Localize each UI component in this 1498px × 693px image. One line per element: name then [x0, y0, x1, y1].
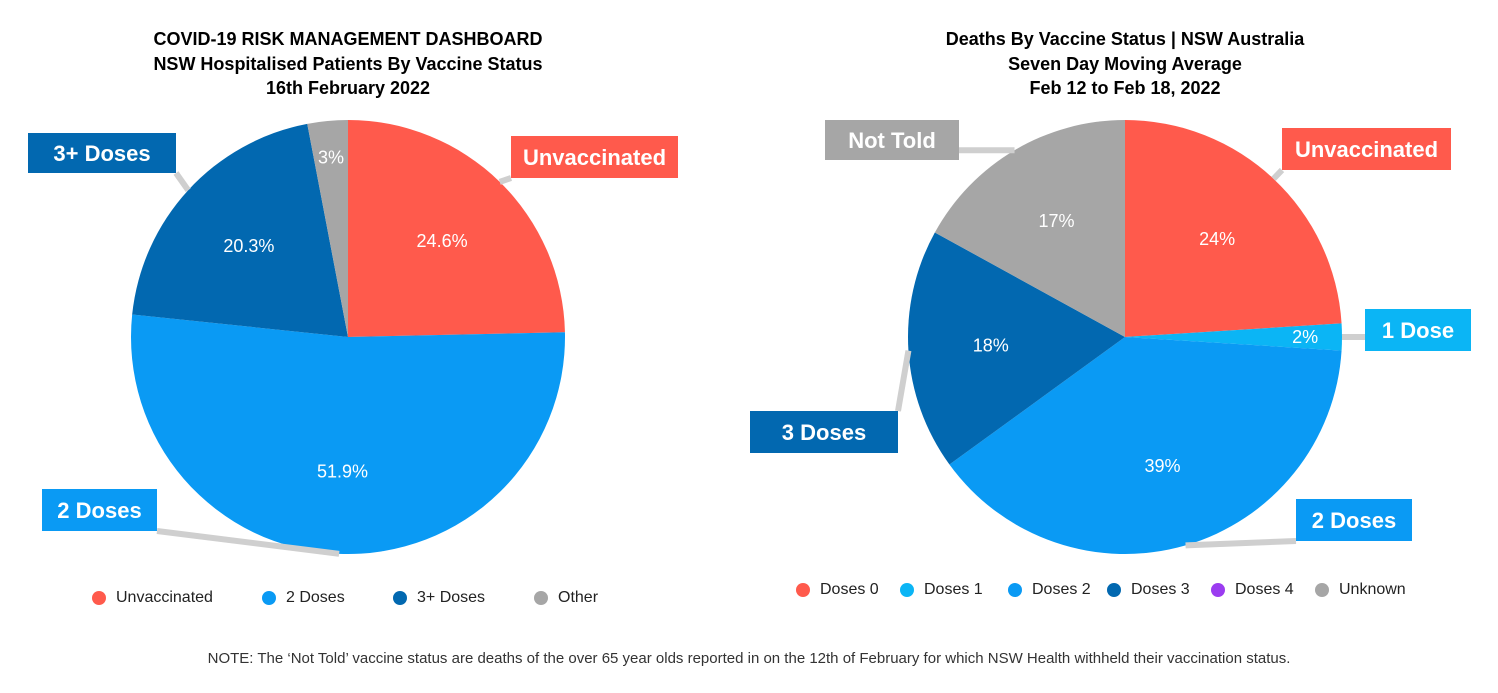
legend-item-3-doses[interactable]: 3+ Doses [393, 589, 485, 607]
legend-label: 3+ Doses [417, 589, 486, 606]
chart-1-title-line: 16th February 2022 [265, 78, 431, 98]
callout-label: Not Told [848, 128, 936, 153]
legend-label: Doses 2 [1032, 581, 1091, 598]
legend-item-unknown[interactable]: Unknown [1315, 581, 1406, 599]
chart-2-title: Deaths By Vaccine Status | NSW Australia… [875, 27, 1375, 101]
legend-marker [1008, 583, 1022, 597]
callout-connector [173, 171, 191, 192]
callout-label: Unvaccinated [1295, 137, 1438, 162]
callout-label: 3 Doses [782, 420, 866, 445]
footnote: NOTE: The ‘Not Told’ vaccine status are … [207, 650, 1291, 667]
callout-label: 1 Dose [1382, 318, 1454, 343]
callout-label: Unvaccinated [523, 145, 666, 170]
pie-slice-doses-0[interactable] [1125, 120, 1342, 337]
callout-box-2-doses [1296, 499, 1412, 541]
legend-item-doses-0[interactable]: Doses 0 [796, 581, 879, 599]
chart-2-title-line: Deaths By Vaccine Status | NSW Australia [945, 29, 1305, 49]
callout-box-not-told [825, 120, 959, 160]
callout-box-2-doses [42, 489, 157, 531]
legend-label: Unknown [1339, 581, 1406, 598]
chart-1-title: COVID-19 RISK MANAGEMENT DASHBOARD NSW H… [98, 27, 598, 101]
legend-marker [1315, 583, 1329, 597]
pie-slice-2-doses[interactable] [130, 314, 565, 555]
legend-label: Doses 3 [1131, 581, 1190, 598]
legend-label: Unvaccinated [116, 589, 213, 606]
pie-slice-other[interactable] [307, 120, 348, 337]
slice-value-label: 17% [1038, 211, 1074, 231]
callout-label: 2 Doses [57, 498, 141, 523]
pie-slice-unvaccinated[interactable] [348, 120, 565, 337]
callout-connector [895, 350, 912, 412]
slice-value-label: 24.6% [417, 231, 468, 251]
legend-marker [92, 591, 106, 605]
slice-value-label: 20.3% [223, 236, 274, 256]
legend-marker [1211, 583, 1225, 597]
callout-label: 3+ Doses [53, 141, 150, 166]
legend-label: Other [558, 589, 599, 606]
callout-box-unvaccinated [1282, 128, 1451, 170]
pie-slice-doses-3[interactable] [908, 232, 1125, 465]
legend-marker [262, 591, 276, 605]
legend-label: 2 Doses [286, 589, 345, 606]
callout-box-1-dose [1365, 309, 1471, 351]
callout-connector [156, 528, 340, 557]
pie-chart-2: 24% 2% 39% 18% 17% Unvaccinated 1 Dose 2 Doses 3… [750, 120, 1471, 554]
slice-value-label: 18% [973, 335, 1009, 355]
chart-2-title-line: Seven Day Moving Average [1008, 53, 1242, 74]
legend-label: Doses 4 [1235, 581, 1294, 598]
callout-label: 2 Doses [1312, 508, 1396, 533]
callout-box-unvaccinated [511, 136, 678, 178]
chart-2-title-line: Feb 12 to Feb 18, 2022 [1029, 78, 1221, 98]
pie-slice-doses-1[interactable] [1125, 323, 1343, 351]
legend-item-doses-3[interactable]: Doses 3 [1107, 581, 1190, 599]
callout-box-3-doses [28, 133, 176, 173]
callout-connector [1185, 538, 1297, 549]
legend-label: Doses 1 [924, 581, 983, 598]
legend-marker [393, 591, 407, 605]
slice-value-label: 39% [1145, 456, 1181, 476]
chart-1-title-line: NSW Hospitalised Patients By Vaccine Sta… [153, 53, 543, 74]
callout-connector [498, 175, 512, 185]
slice-value-label: 3% [318, 148, 344, 168]
legend-item-doses-1[interactable]: Doses 1 [900, 581, 983, 599]
slice-value-label: 51.9% [317, 461, 368, 481]
slice-value-label: 24% [1199, 229, 1235, 249]
legend-item-doses-2[interactable]: Doses 2 [1008, 581, 1091, 599]
legend-item-doses-4[interactable]: Doses 4 [1211, 581, 1294, 599]
legend-marker [534, 591, 548, 605]
pie-slice-unknown[interactable] [934, 120, 1125, 337]
legend-marker [1107, 583, 1121, 597]
pie-slice-doses-2[interactable] [949, 337, 1342, 554]
chart-1-title-line: COVID-19 RISK MANAGEMENT DASHBOARD [153, 29, 543, 49]
pie-chart-1: 24.6% 51.9% 20.3% 3% Unvaccinated 2 Doses 3+ D… [28, 120, 678, 557]
legend-item-2-doses[interactable]: 2 Doses [262, 589, 345, 607]
legend-marker [900, 583, 914, 597]
legend-item-other[interactable]: Other [534, 589, 598, 607]
legend-marker [796, 583, 810, 597]
legend-item-unvaccinated[interactable]: Unvaccinated [92, 589, 213, 607]
callout-connector [1271, 167, 1285, 181]
pie-slice-3-doses[interactable] [132, 123, 348, 337]
slice-value-label: 2% [1292, 327, 1318, 347]
callout-box-3-doses [750, 411, 898, 453]
legend-label: Doses 0 [820, 581, 879, 598]
